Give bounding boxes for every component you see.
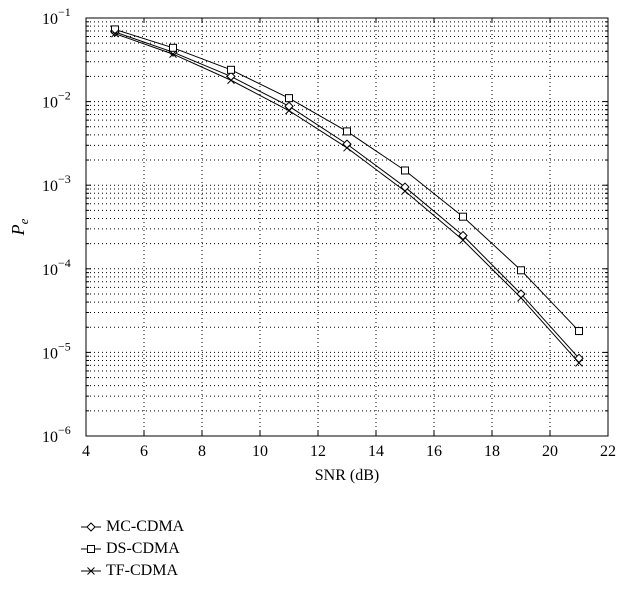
legend-swatch	[81, 522, 101, 532]
legend-label: DS-CDMA	[106, 540, 180, 557]
y-tick-exponent: −3	[58, 172, 71, 186]
marker-cross	[459, 236, 467, 245]
y-tick-base: 10	[42, 178, 58, 195]
marker-cross	[343, 143, 351, 152]
marker-cross	[285, 106, 293, 115]
x-tick-label: 16	[426, 443, 442, 460]
marker-cross-stroke	[87, 567, 95, 575]
legend-swatch	[81, 545, 101, 553]
y-tick-exponent: −6	[58, 423, 71, 437]
y-tick-label: 10−5	[42, 339, 71, 362]
legend-swatch	[81, 567, 101, 575]
y-tick-exponent: −2	[58, 89, 71, 103]
marker-square	[285, 94, 293, 103]
marker-square	[517, 266, 525, 275]
marker-cross	[575, 358, 583, 367]
marker-square	[87, 545, 95, 553]
x-tick-label: 14	[368, 443, 384, 460]
tick-marks	[85, 17, 609, 437]
legend: MC-CDMA DS-CDMA TF-CDMA	[80, 516, 184, 582]
marker-cross-stroke	[227, 76, 235, 85]
legend-label: MC-CDMA	[106, 518, 185, 535]
marker-square	[401, 166, 409, 175]
plot-border	[85, 17, 609, 437]
y-tick-base: 10	[42, 95, 58, 112]
marker-cross-stroke	[285, 106, 293, 115]
marker-cross-stroke	[459, 236, 467, 245]
line-chart: 4 6 8 10 12 14 16 18 20 22 10−610−510−410−310−210…	[8, 5, 616, 484]
y-tick-base: 10	[42, 429, 58, 446]
series-ds-cdma	[111, 25, 583, 336]
marker-cross-stroke	[401, 187, 409, 195]
x-axis-label: SNR (dB)	[315, 467, 379, 484]
x-tick-label: 22	[600, 443, 616, 460]
marker-square	[459, 212, 467, 221]
series-group	[110, 25, 584, 367]
y-tick-exponent: −1	[58, 5, 71, 19]
marker-cross	[227, 76, 235, 85]
marker-diamond	[86, 522, 96, 532]
marker-cross	[87, 567, 95, 575]
marker-square	[227, 65, 235, 74]
marker-square	[575, 327, 583, 336]
marker-square	[111, 25, 119, 34]
x-tick-label: 6	[140, 443, 148, 460]
marker-cross-stroke	[169, 50, 177, 58]
marker-cross	[401, 187, 409, 195]
y-tick-base: 10	[42, 345, 58, 362]
x-tick-label: 10	[252, 443, 268, 460]
marker-cross-stroke	[111, 29, 119, 38]
legend-item: DS-CDMA	[80, 538, 184, 560]
y-tick-exponent: −4	[58, 256, 71, 270]
legend-label: TF-CDMA	[106, 562, 179, 579]
y-axis-label-main: P	[8, 224, 28, 236]
x-tick-labels: 4 6 8 10 12 14 16 18 20 22	[82, 443, 616, 460]
x-tick-label: 8	[198, 443, 206, 460]
series-tf-cdma	[111, 29, 583, 367]
marker-cross	[517, 293, 525, 302]
x-tick-label: 12	[310, 443, 326, 460]
y-tick-label: 10−4	[42, 256, 71, 279]
legend-item: MC-CDMA	[80, 516, 184, 538]
x-tick-label: 18	[484, 443, 500, 460]
marker-square	[343, 127, 351, 136]
y-tick-labels: 10−610−510−410−310−210−1	[42, 5, 71, 446]
y-tick-exponent: −5	[58, 339, 71, 353]
marker-cross-stroke	[343, 143, 351, 152]
marker-cross	[111, 29, 119, 38]
y-axis-label-subscript: e	[16, 218, 31, 224]
y-tick-label: 10−2	[42, 89, 71, 112]
y-axis-label: Pe	[8, 218, 31, 236]
marker-cross	[169, 50, 177, 58]
marker-cross-stroke	[575, 358, 583, 367]
x-tick-label: 4	[82, 443, 90, 460]
y-tick-label: 10−3	[42, 172, 71, 195]
legend-item: TF-CDMA	[80, 560, 184, 582]
y-tick-base: 10	[42, 11, 58, 28]
marker-cross-stroke	[517, 293, 525, 302]
x-tick-label: 20	[542, 443, 558, 460]
y-tick-label: 10−1	[42, 5, 71, 28]
y-tick-label: 10−6	[42, 423, 71, 446]
plot-area	[86, 18, 608, 436]
marker-square	[169, 43, 177, 52]
y-tick-base: 10	[42, 262, 58, 279]
